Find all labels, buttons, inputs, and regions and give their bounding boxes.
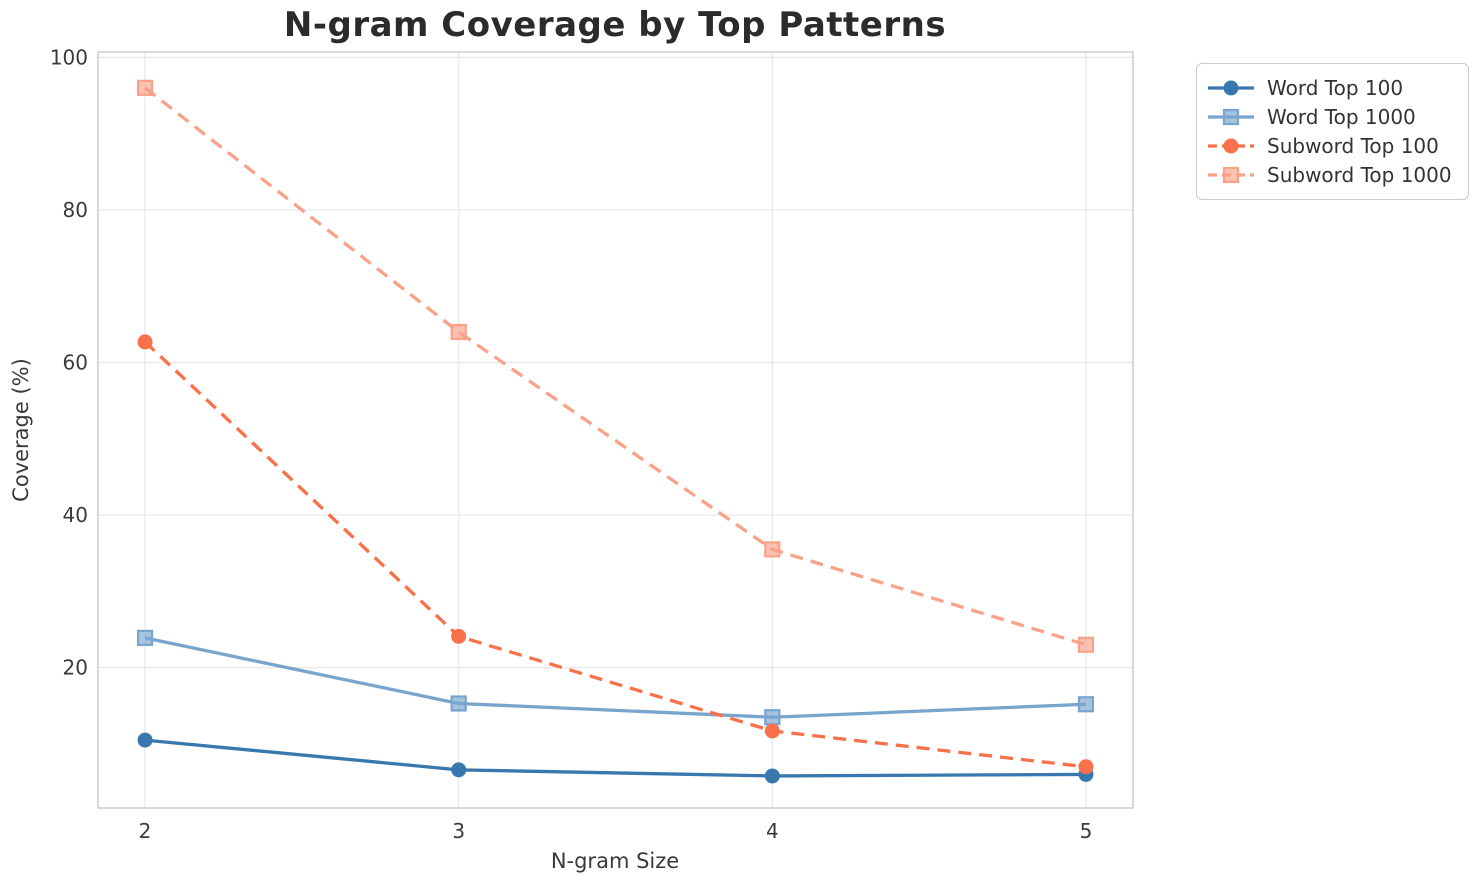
data-point-subword-top-100 (1078, 759, 1094, 775)
legend-swatch-word-top-100 (1208, 80, 1254, 96)
data-point-subword-top-100 (764, 723, 780, 739)
data-point-subword-top-100 (137, 334, 153, 350)
data-point-word-top-100 (764, 768, 780, 784)
x-axis-label: N-gram Size (550, 849, 680, 873)
legend-item-subword-top-1000: Subword Top 1000 (1207, 161, 1452, 189)
y-axis-label: Coverage (%) (9, 358, 33, 502)
legend-label: Subword Top 1000 (1267, 163, 1452, 187)
legend-marker-circle (1223, 138, 1239, 154)
legend: Word Top 100 Word Top 1000 Subword Top 100… (1196, 63, 1469, 200)
legend-marker-square (1222, 166, 1240, 184)
legend-item-word-top-1000: Word Top 1000 (1207, 103, 1452, 131)
series-line-subword-top-100 (143, 340, 1087, 769)
legend-item-word-top-100: Word Top 100 (1207, 74, 1452, 102)
plot-border (97, 51, 1134, 809)
x-tick-label: 4 (766, 819, 779, 843)
data-point-word-top-1000 (764, 709, 781, 726)
x-tick-label: 5 (1080, 819, 1093, 843)
legend-label: Subword Top 100 (1267, 134, 1439, 158)
x-tick-label: 2 (139, 819, 152, 843)
data-point-word-top-100 (451, 762, 467, 778)
series-line-word-top-1000 (144, 636, 1087, 719)
chart-title: N-gram Coverage by Top Patterns (283, 5, 947, 45)
data-point-subword-top-1000 (136, 79, 154, 96)
y-tick-label: 100 (50, 45, 88, 69)
data-point-word-top-1000 (1077, 696, 1095, 713)
data-point-word-top-1000 (450, 695, 467, 712)
data-point-subword-top-1000 (764, 541, 781, 558)
data-point-subword-top-100 (451, 628, 467, 644)
data-point-word-top-1000 (136, 629, 154, 646)
legend-swatch-subword-top-1000 (1208, 166, 1254, 184)
y-tick-label: 60 (63, 350, 88, 374)
y-tick-label: 20 (63, 656, 88, 680)
legend-item-subword-top-100: Subword Top 100 (1207, 132, 1452, 160)
legend-marker-circle (1223, 80, 1239, 96)
legend-label: Word Top 1000 (1267, 105, 1416, 129)
y-tick-label: 40 (63, 503, 88, 527)
legend-label: Word Top 100 (1267, 76, 1404, 100)
data-point-subword-top-1000 (450, 323, 467, 341)
y-tick-label: 80 (63, 198, 88, 222)
data-point-subword-top-1000 (1077, 636, 1095, 653)
series-line-word-top-100 (144, 738, 1086, 778)
series-line-subword-top-1000 (144, 86, 1087, 647)
legend-swatch-word-top-1000 (1208, 108, 1254, 126)
legend-marker-square (1222, 108, 1240, 126)
legend-swatch-subword-top-100 (1208, 138, 1254, 154)
data-point-word-top-100 (137, 732, 153, 748)
x-tick-label: 3 (452, 819, 465, 843)
